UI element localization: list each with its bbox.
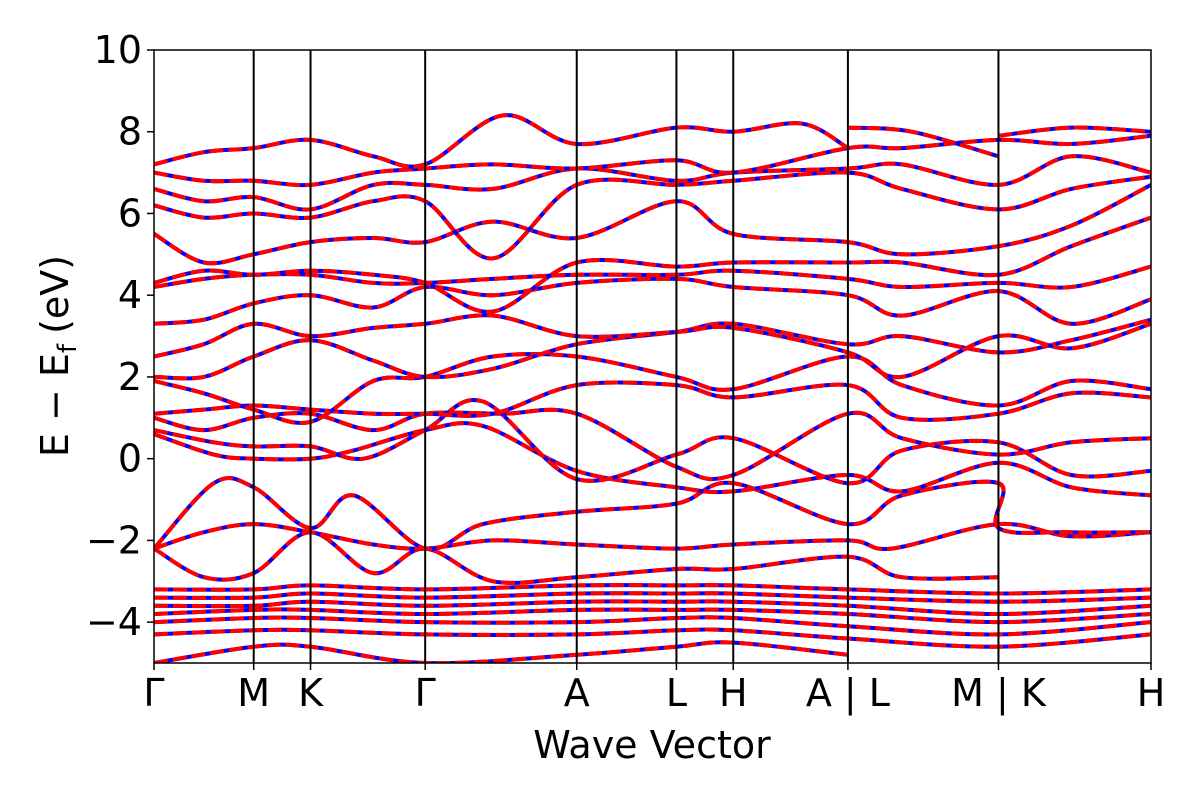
- band-line-red-17: [154, 276, 1151, 326]
- x-tick-label-0: Γ: [143, 671, 164, 715]
- y-tick-label-6: 8: [118, 110, 142, 154]
- kpoint-lines-layer: [252, 50, 1000, 663]
- y-tick-label-2: 0: [118, 437, 142, 481]
- band-line-red-18: [154, 264, 1151, 290]
- band-line-red-9: [154, 476, 1151, 552]
- band-line-red-2: [154, 615, 1151, 637]
- band-line-red-25: [847, 125, 1000, 159]
- x-tick-label-8: M | K: [951, 671, 1047, 716]
- band-line-blue-17: [154, 276, 1151, 326]
- band-line-red-20: [154, 183, 1151, 266]
- y-tick-label-3: 2: [118, 355, 142, 399]
- band-line-blue-24: [154, 113, 849, 169]
- band-line-red-23: [154, 133, 1151, 188]
- band-line-red-12: [154, 407, 1151, 482]
- x-tick-label-6: H: [719, 671, 748, 715]
- x-tick-label-2: K: [298, 671, 324, 715]
- band-line-red-0: [154, 640, 849, 663]
- x-tick-label-4: A: [564, 671, 590, 715]
- band-line-red-11: [154, 398, 1151, 486]
- band-line-red-13: [154, 380, 1151, 422]
- band-line-blue-16: [154, 313, 1151, 380]
- y-axis-ticks: −4 −2 0 2 4 6 8 10: [86, 28, 154, 644]
- x-tick-label-7: A | L: [806, 671, 890, 716]
- y-axis-title-unit: (eV): [33, 255, 77, 334]
- band-line-red-24: [154, 113, 849, 169]
- y-tick-label-4: 4: [118, 273, 142, 317]
- plot-frame: [153, 49, 1152, 664]
- band-line-red-6: [154, 583, 1151, 596]
- band-line-red-5: [154, 591, 1151, 604]
- band-line-red-15: [154, 317, 1151, 381]
- x-tick-label-3: Γ: [415, 671, 436, 715]
- x-axis-title: Wave Vector: [533, 723, 771, 767]
- band-line-red-1: [154, 627, 1151, 649]
- band-lines-layer: [154, 113, 1151, 663]
- band-line-red-4: [154, 599, 1151, 617]
- y-tick-label-1: −2: [86, 518, 142, 562]
- x-tick-label-1: M: [237, 671, 270, 715]
- x-tick-label-5: L: [666, 671, 687, 715]
- band-line-red-16: [154, 313, 1151, 380]
- band-line-red-19: [154, 215, 1151, 314]
- y-axis-title: E − Ef (eV): [33, 255, 83, 457]
- band-line-red-22: [154, 154, 1151, 212]
- y-tick-label-5: 6: [118, 191, 142, 235]
- y-axis-title-subscript: f: [53, 343, 83, 353]
- band-line-red-14: [154, 351, 1151, 425]
- y-tick-label-0: −4: [86, 600, 142, 644]
- y-tick-label-7: 10: [94, 28, 142, 72]
- x-tick-label-9: H: [1137, 671, 1166, 715]
- band-line-red-8: [154, 521, 1151, 552]
- band-line-red-26: [998, 125, 1151, 138]
- band-line-red-3: [154, 607, 1151, 625]
- band-line-blue-20: [154, 183, 1151, 266]
- y-axis-title-main: E − E: [33, 353, 77, 457]
